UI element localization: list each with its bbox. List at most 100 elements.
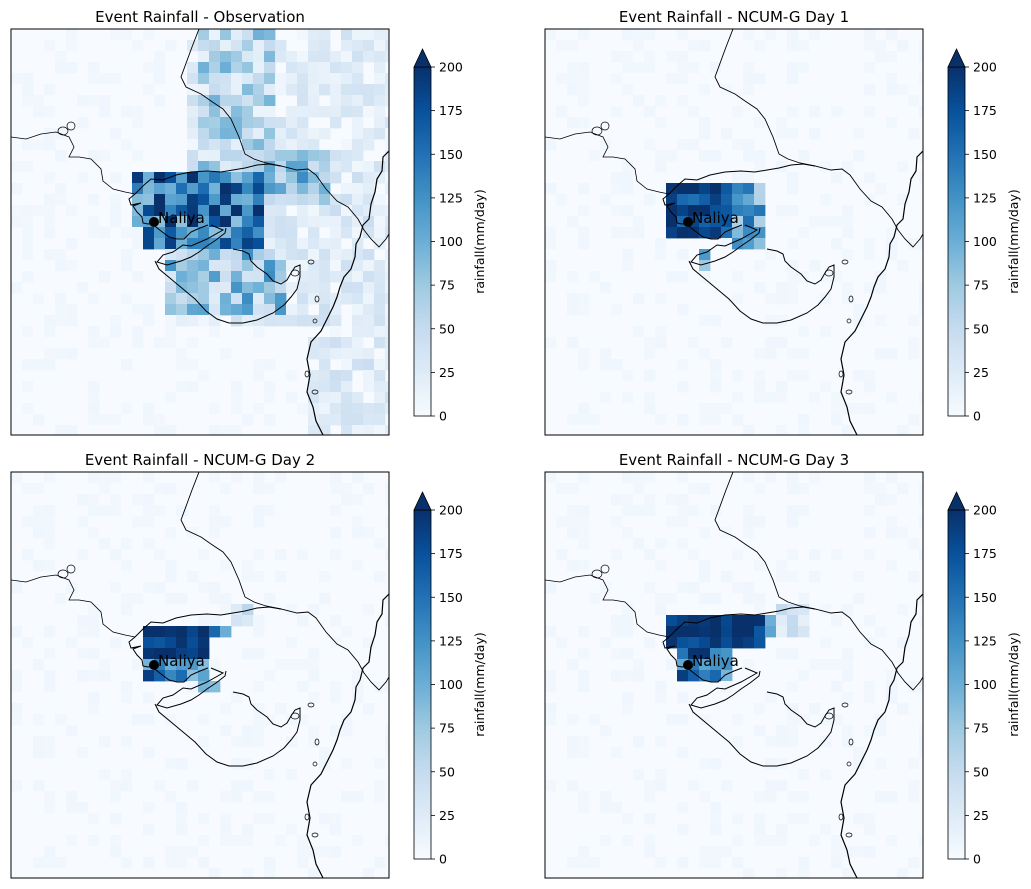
rainfall-cell xyxy=(655,857,667,869)
rainfall-cell xyxy=(886,227,898,239)
rainfall-cell xyxy=(776,392,788,404)
rainfall-cell xyxy=(644,337,656,349)
rainfall-cell xyxy=(655,95,667,107)
rainfall-cell xyxy=(908,571,920,583)
rainfall-cell xyxy=(209,73,221,85)
rainfall-cell xyxy=(308,425,320,435)
rainfall-cell xyxy=(330,337,342,349)
rainfall-cell xyxy=(154,549,166,561)
rainfall-cell xyxy=(787,736,799,748)
rainfall-cell xyxy=(110,315,122,327)
rainfall-cell xyxy=(385,29,389,41)
rainfall-cell xyxy=(765,29,777,41)
rainfall-cell xyxy=(677,538,689,550)
rainfall-cell xyxy=(688,505,700,517)
rainfall-cell xyxy=(44,359,56,371)
rainfall-cell xyxy=(897,40,909,52)
rainfall-cell xyxy=(253,681,265,693)
rainfall-cell xyxy=(352,791,364,803)
rainfall-cell xyxy=(286,304,298,316)
rainfall-cell xyxy=(644,780,656,792)
station-label: Naliya xyxy=(692,209,739,227)
rainfall-cell xyxy=(710,183,722,195)
rainfall-cell xyxy=(611,615,623,627)
map-panel-1: Event Rainfall - ObservationNaliya025507… xyxy=(10,8,487,436)
rainfall-cell xyxy=(330,549,342,561)
rainfall-cell xyxy=(11,703,23,715)
rainfall-cell xyxy=(699,348,711,360)
rainfall-cell xyxy=(11,73,23,85)
rainfall-cell xyxy=(143,304,155,316)
rainfall-cell xyxy=(699,216,711,228)
rainfall-cell xyxy=(209,84,221,96)
rainfall-cell xyxy=(842,205,854,217)
rainfall-cell xyxy=(55,293,67,305)
rainfall-cell xyxy=(600,392,612,404)
rainfall-cell xyxy=(341,106,353,118)
rainfall-cell xyxy=(187,626,199,638)
rainfall-cell xyxy=(732,194,744,206)
rainfall-cell xyxy=(198,857,210,869)
rainfall-cell xyxy=(154,582,166,594)
rainfall-cell xyxy=(374,791,386,803)
rainfall-cell xyxy=(319,813,331,825)
rainfall-cell xyxy=(352,403,364,415)
rainfall-cell xyxy=(132,117,144,129)
rainfall-cell xyxy=(820,161,832,173)
rainfall-cell xyxy=(666,626,678,638)
rainfall-cell xyxy=(297,293,309,305)
rainfall-cell xyxy=(908,538,920,550)
rainfall-cell xyxy=(589,714,601,726)
rainfall-cell xyxy=(231,73,243,85)
rainfall-cell xyxy=(110,846,122,858)
rainfall-cell xyxy=(231,791,243,803)
rainfall-cell xyxy=(919,483,923,495)
rainfall-cell xyxy=(286,84,298,96)
rainfall-cell xyxy=(231,117,243,129)
rainfall-cell xyxy=(688,183,700,195)
rainfall-cell xyxy=(55,194,67,206)
rainfall-cell xyxy=(622,84,634,96)
rainfall-cell xyxy=(308,227,320,239)
rainfall-cell xyxy=(143,238,155,250)
rainfall-cell xyxy=(44,216,56,228)
map-frame xyxy=(544,28,924,436)
rainfall-cell xyxy=(699,117,711,129)
rainfall-cell xyxy=(352,51,364,63)
rainfall-cell xyxy=(187,227,199,239)
rainfall-cell xyxy=(209,238,221,250)
rainfall-cell xyxy=(622,205,634,217)
rainfall-cell xyxy=(121,249,133,261)
rainfall-cell xyxy=(143,516,155,528)
rainfall-cell xyxy=(77,494,89,506)
rainfall-cell xyxy=(209,626,221,638)
rainfall-cell xyxy=(110,637,122,649)
rainfall-cell xyxy=(374,172,386,184)
rainfall-cell xyxy=(253,271,265,283)
rainfall-cell xyxy=(556,516,568,528)
island-outline xyxy=(312,318,318,324)
rainfall-cell xyxy=(875,494,887,506)
rainfall-cell xyxy=(622,494,634,506)
colorbar-label: rainfall(mm/day) xyxy=(1006,632,1021,737)
rainfall-cell xyxy=(743,84,755,96)
rainfall-cell xyxy=(209,150,221,162)
rainfall-cell xyxy=(231,692,243,704)
rainfall-cell xyxy=(864,238,876,250)
rainfall-cell xyxy=(363,161,375,173)
rainfall-cell xyxy=(341,51,353,63)
rainfall-cell xyxy=(209,117,221,129)
rainfall-cell xyxy=(754,835,766,847)
rainfall-cell xyxy=(11,582,23,594)
rainfall-cell xyxy=(253,516,265,528)
rainfall-cell xyxy=(611,549,623,561)
rainfall-cell xyxy=(319,315,331,327)
rainfall-cell xyxy=(242,40,254,52)
rainfall-cell xyxy=(699,637,711,649)
rainfall-cell xyxy=(875,348,887,360)
rainfall-cell xyxy=(578,846,590,858)
rainfall-cell xyxy=(743,150,755,162)
rainfall-cell xyxy=(908,95,920,107)
